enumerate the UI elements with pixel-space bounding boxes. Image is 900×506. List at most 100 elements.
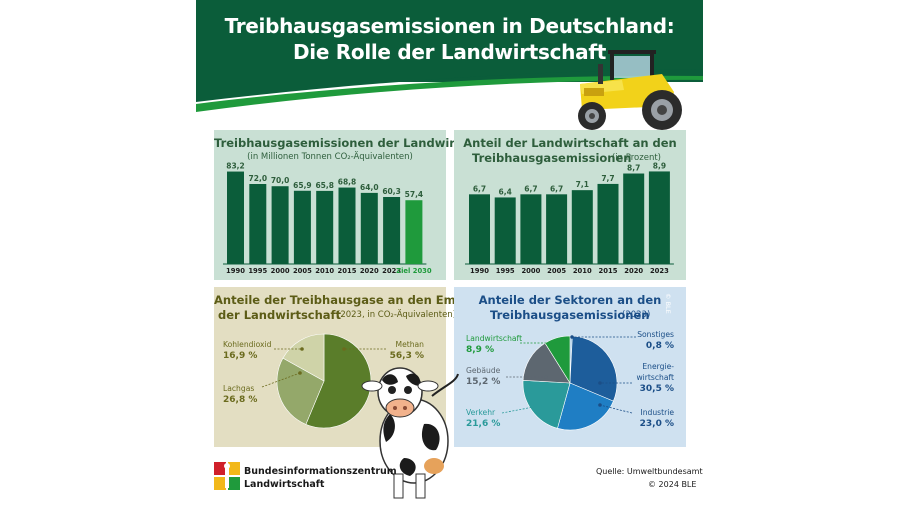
sector-slice-verkehr (522, 380, 571, 429)
bar-2010 (316, 190, 334, 264)
bar-2005 (546, 194, 568, 264)
label-industrie: 23,0 % (640, 419, 674, 429)
label-energiewirtschaft: wirtschaft (636, 373, 674, 382)
panel1-subtitle: (in Millionen Tonnen CO₂-Äquivalenten) (247, 152, 413, 162)
sector-pie-chart: Landwirtschaft 8,9 % Gebäude 15,2 % Verkehr 2… (466, 330, 674, 431)
source-text: Quelle: Umweltbundesamt (596, 467, 703, 476)
ble-logo-icon (214, 462, 240, 490)
org-name-line-1: Bundesinformationszentrum (244, 466, 397, 477)
label-verkehr: 21,6 % (466, 419, 500, 429)
bar-2000 (520, 194, 542, 264)
share-bar-chart: 6,7 1990 6,4 1995 6,7 2000 6,7 2005 7,1 2010 7,7 20… (465, 161, 674, 275)
x-tick-label: 2010 (315, 267, 334, 275)
panel4-title-line-2: Treibhausgasemissionen (490, 308, 650, 322)
x-tick-label: 2005 (547, 267, 566, 275)
bar-value-label: 6,4 (499, 187, 512, 196)
cow-illustration (361, 367, 459, 499)
title-line-1: Treibhausgasemissionen in Deutschland: (224, 14, 675, 38)
leader-dot (570, 335, 574, 339)
label-landwirtschaft: Landwirtschaft (466, 334, 522, 343)
panel3-subtitle: (2023, in CO₂-Äquivalenten) (337, 310, 457, 320)
x-tick-label: 2023 (650, 267, 669, 275)
panel-sector-shares: Anteile der Sektoren an den Treibhausgas… (454, 287, 686, 447)
panel3-title-line-2: der Landwirtschaft (218, 308, 342, 322)
bar-value-label: 72,0 (249, 174, 268, 183)
x-tick-label: 2005 (293, 267, 312, 275)
label-methan: 56,3 % (390, 351, 424, 361)
label-landwirtschaft: 8,9 % (466, 345, 494, 355)
leader-line (501, 404, 545, 414)
leader-dot (298, 371, 302, 375)
panel4-subtitle: (2023) (622, 310, 651, 320)
panel2-title-line-2: Treibhausgasemissionen (472, 151, 632, 165)
leader-dot (300, 347, 304, 351)
bar-value-label: 6,7 (524, 184, 537, 193)
x-tick-label: 1995 (248, 267, 267, 275)
x-tick-label: 2000 (271, 267, 290, 275)
x-tick-label: Ziel 2030 (396, 267, 432, 275)
header: Treibhausgasemissionen in Deutschland: D… (196, 0, 703, 116)
x-tick-label: 2020 (360, 267, 379, 275)
label-kohlendioxid: 16,9 % (223, 351, 257, 361)
bar-value-label: 64,0 (360, 183, 379, 192)
bar-1995 (249, 184, 267, 264)
label-gebaeude: Gebäude (466, 366, 501, 375)
org-name-line-2: Landwirtschaft (244, 479, 325, 490)
bar-2020 (360, 192, 378, 264)
tractor-illustration (578, 50, 682, 130)
leader-dot (598, 403, 602, 407)
panel-emissions-agriculture: Treibhausgasemissionen der Landwirtschaf… (214, 130, 501, 280)
bar-value-label: 68,8 (338, 178, 357, 187)
label-gebaeude: 15,2 % (466, 377, 500, 387)
x-tick-label: 2023 (382, 267, 401, 275)
bar-value-label: 8,9 (653, 161, 666, 170)
bar-2015 (338, 187, 356, 264)
bar-value-label: 8,7 (627, 164, 640, 173)
x-tick-label: 2015 (338, 267, 357, 275)
x-tick-label: 2020 (624, 267, 643, 275)
bar-value-label: 65,8 (315, 181, 334, 190)
bar-2023 (383, 197, 401, 264)
label-lachgas: Lachgas (223, 384, 254, 393)
label-methan: Methan (396, 340, 425, 349)
x-tick-label: 1990 (226, 267, 245, 275)
bar-1990 (227, 171, 244, 264)
title-line-2: Die Rolle der Landwirtschaft (293, 40, 606, 64)
panel4-title-line-1: Anteile der Sektoren an den (478, 293, 662, 307)
bar-1995 (494, 197, 516, 264)
label-kohlendioxid: Kohlendioxid (223, 340, 272, 349)
panel1-title: Treibhausgasemissionen der Landwirtschaf… (214, 136, 501, 150)
x-tick-label: 2000 (521, 267, 540, 275)
bar-value-label: 6,7 (550, 184, 563, 193)
bar-value-label: 83,2 (226, 162, 245, 171)
x-tick-label: 2015 (599, 267, 618, 275)
bar-2020 (623, 173, 645, 264)
panel2-title-line-1: Anteil der Landwirtschaft an den (463, 136, 677, 150)
label-energiewirtschaft: 30,5 % (640, 384, 674, 394)
label-lachgas: 26,8 % (223, 395, 257, 405)
leader-dot (544, 375, 548, 379)
leader-dot (564, 341, 568, 345)
label-sonstiges: 0,8 % (646, 341, 674, 351)
gas-slice-kohlendioxid (282, 333, 325, 382)
bar-value-label: 60,3 (382, 187, 401, 196)
bar-2000 (271, 186, 289, 264)
bar-value-label: 7,1 (576, 180, 589, 189)
gas-pie-chart: Kohlendioxid 16,9 % Lachgas 26,8 % Methan 56,… (223, 333, 425, 429)
label-verkehr: Verkehr (466, 408, 496, 417)
leader-dot (342, 347, 346, 351)
label-sonstiges: Sonstiges (637, 330, 674, 339)
x-tick-label: 1990 (470, 267, 489, 275)
bar-value-label: 65,9 (293, 181, 312, 190)
x-tick-label: 1995 (496, 267, 515, 275)
bar-2023 (648, 171, 670, 264)
panel3-title-line-1: Anteile der Treibhausgase an den Emissio… (214, 293, 510, 307)
bar-2010 (571, 190, 593, 264)
x-tick-label: 2010 (573, 267, 592, 275)
label-industrie: Industrie (640, 408, 674, 417)
bar-value-label: 7,7 (601, 174, 614, 183)
copyright-text: © 2024 BLE (648, 480, 697, 489)
panel-gas-shares: Anteile der Treibhausgase an den Emissio… (214, 287, 510, 447)
leader-line (599, 404, 633, 414)
